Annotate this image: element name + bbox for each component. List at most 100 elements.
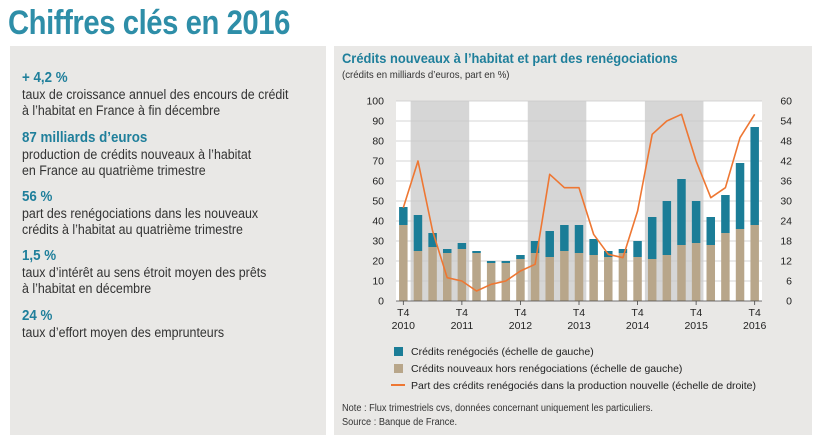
bar-renegotiated-2011T3 xyxy=(442,249,452,253)
bar-new-excl-2016T2 xyxy=(721,233,730,301)
legend-swatch-share xyxy=(391,384,405,386)
left-tick-label: 10 xyxy=(372,276,384,288)
key-figure-renegotiation-share: 56 % part des renégociations dans les no… xyxy=(22,189,352,238)
bar-renegotiated-2015T1 xyxy=(647,217,657,259)
bar-new-excl-2011T4 xyxy=(457,249,467,301)
key-figure-value: + 4,2 % xyxy=(22,70,68,86)
bar-renegotiated-2016T4 xyxy=(750,127,759,225)
right-tick-label: 12 xyxy=(780,256,792,268)
key-figure-desc: taux d’intérêt au sens étroit moyen des … xyxy=(22,265,267,296)
bar-new-excl-2016T4 xyxy=(750,225,759,301)
key-figure-growth: + 4,2 % taux de croissance annuel des en… xyxy=(22,70,352,119)
legend-label: Crédits renégociés (échelle de gauche) xyxy=(411,346,594,358)
left-tick-label: 50 xyxy=(372,196,384,208)
share-line xyxy=(402,113,756,292)
bar-new-excl-2013T1 xyxy=(530,253,540,301)
right-tick-label: 6 xyxy=(786,276,792,288)
x-tick-year: 2015 xyxy=(684,320,708,332)
bar-renegotiated-2013T1 xyxy=(530,241,540,253)
left-tick-label: 100 xyxy=(366,96,384,108)
x-tick-quarter: T4 xyxy=(573,307,585,319)
key-figure-value: 56 % xyxy=(22,189,53,205)
key-figure-desc: taux d’effort moyen des emprunteurs xyxy=(22,325,225,340)
bar-renegotiated-2010T4 xyxy=(399,207,408,225)
bar-renegotiated-2011T1 xyxy=(413,215,423,251)
key-figure-desc: part des renégociations dans les nouveau… xyxy=(22,206,259,237)
bar-renegotiated-2015T3 xyxy=(677,179,686,245)
key-figure-interest-rate: 1,5 % taux d’intérêt au sens étroit moye… xyxy=(22,248,352,297)
right-tick-label: 30 xyxy=(780,196,792,208)
bar-new-excl-2015T2 xyxy=(662,255,672,301)
right-tick-label: 54 xyxy=(780,116,792,128)
bar-renegotiated-2012T4 xyxy=(516,255,525,259)
bar-new-excl-2013T2 xyxy=(545,257,554,301)
x-tick-quarter: T4 xyxy=(514,307,526,319)
bar-new-excl-2010T4 xyxy=(399,225,408,301)
left-tick-label: 70 xyxy=(372,156,384,168)
legend-item-new-excl: Crédits nouveaux hors renégociations (éc… xyxy=(394,363,682,375)
x-tick-year: 2013 xyxy=(567,320,591,332)
bar-renegotiated-2015T2 xyxy=(662,201,672,255)
bar-renegotiated-2016T3 xyxy=(735,163,745,229)
bar-new-excl-2016T3 xyxy=(735,229,745,301)
left-tick-label: 0 xyxy=(378,296,384,308)
key-figure-desc: production de crédits nouveaux à l’habit… xyxy=(22,147,252,178)
right-tick-label: 0 xyxy=(786,296,792,308)
legend-item-renegotiated: Crédits renégociés (échelle de gauche) xyxy=(394,346,594,358)
bar-new-excl-2015T3 xyxy=(677,245,686,301)
x-tick-quarter: T4 xyxy=(690,307,702,319)
right-tick-label: 42 xyxy=(780,156,792,168)
bar-new-excl-2015T1 xyxy=(647,259,657,301)
bar-new-excl-2013T4 xyxy=(574,253,584,301)
right-tick-label: 24 xyxy=(780,216,792,228)
bar-renegotiated-2011T2 xyxy=(428,233,437,247)
key-figure-effort-rate: 24 % taux d’effort moyen des emprunteurs xyxy=(22,308,352,341)
bar-renegotiated-2016T1 xyxy=(706,217,716,245)
chart-note: Note : Flux trimestriels cvs, données co… xyxy=(342,403,653,414)
bar-new-excl-2014T3 xyxy=(618,253,628,301)
right-tick-label: 60 xyxy=(780,96,792,108)
bar-new-excl-2014T4 xyxy=(633,257,642,301)
left-tick-label: 90 xyxy=(372,116,384,128)
right-tick-label: 18 xyxy=(780,236,792,248)
chart-title: Crédits nouveaux à l’habitat et part des… xyxy=(342,50,678,66)
left-tick-label: 30 xyxy=(372,236,384,248)
key-figure-value: 87 milliards d’euros xyxy=(22,130,148,146)
bar-renegotiated-2011T4 xyxy=(457,243,467,249)
bar-renegotiated-2014T4 xyxy=(633,241,642,257)
x-tick-year: 2010 xyxy=(392,320,416,332)
x-tick-year: 2016 xyxy=(743,320,767,332)
bar-renegotiated-2014T1 xyxy=(589,239,598,255)
chart-subtitle: (crédits en milliards d’euros, part en %… xyxy=(342,69,510,81)
left-tick-label: 80 xyxy=(372,136,384,148)
page-title: Chiffres clés en 2016 xyxy=(8,4,290,42)
bar-new-excl-2011T2 xyxy=(428,247,437,301)
legend-label: Part des crédits renégociés dans la prod… xyxy=(411,380,756,392)
key-figure-desc: taux de croissance annuel des encours de… xyxy=(22,87,289,118)
x-tick-year: 2011 xyxy=(451,320,474,332)
left-tick-label: 20 xyxy=(372,256,384,268)
chart-source: Source : Banque de France. xyxy=(342,417,458,428)
bar-new-excl-2011T1 xyxy=(413,251,423,301)
housing-credit-chart: 0 10 20 30 40 50 60 70 80 90 100 0 6 12 18 24 30 36 42 48 54… xyxy=(366,96,792,333)
x-tick-year: 2012 xyxy=(509,320,533,332)
bar-renegotiated-2013T4 xyxy=(574,225,584,253)
left-tick-label: 60 xyxy=(372,176,384,188)
legend-swatch-new-excl xyxy=(394,364,403,373)
x-tick-quarter: T4 xyxy=(749,307,761,319)
bar-new-excl-2016T1 xyxy=(706,245,716,301)
bar-new-excl-2013T3 xyxy=(560,251,569,301)
legend-swatch-renegotiated xyxy=(394,347,403,356)
bar-renegotiated-2015T4 xyxy=(691,201,701,243)
bar-renegotiated-2014T3 xyxy=(618,249,628,253)
bar-renegotiated-2012T2 xyxy=(486,261,496,263)
key-figure-production: 87 milliards d’euros production de crédi… xyxy=(22,130,352,179)
key-figures-panel xyxy=(10,46,326,435)
key-figure-value: 24 % xyxy=(22,308,53,324)
bar-renegotiated-2016T2 xyxy=(721,195,730,233)
bar-new-excl-2012T3 xyxy=(501,263,511,301)
x-tick-quarter: T4 xyxy=(397,307,409,319)
bar-new-excl-2014T2 xyxy=(604,257,613,301)
bar-renegotiated-2013T3 xyxy=(560,225,569,251)
x-tick-year: 2014 xyxy=(626,320,650,332)
